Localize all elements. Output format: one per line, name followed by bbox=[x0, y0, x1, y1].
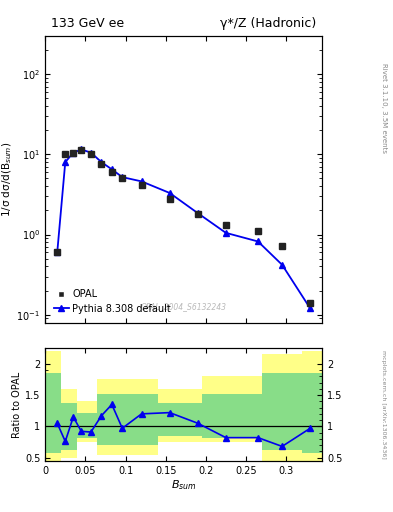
Legend: OPAL, Pythia 8.308 default: OPAL, Pythia 8.308 default bbox=[50, 285, 175, 318]
Text: OPAL_2004_S6132243: OPAL_2004_S6132243 bbox=[141, 302, 227, 311]
Bar bbox=[302, 351, 322, 461]
Y-axis label: Ratio to OPAL: Ratio to OPAL bbox=[12, 371, 22, 438]
Bar bbox=[121, 394, 158, 445]
Bar bbox=[202, 376, 262, 442]
Bar bbox=[61, 389, 77, 458]
Bar bbox=[77, 413, 97, 438]
Text: mcplots.cern.ch [arXiv:1306.3436]: mcplots.cern.ch [arXiv:1306.3436] bbox=[381, 350, 386, 459]
Bar bbox=[45, 351, 61, 461]
X-axis label: $B_{sum}$: $B_{sum}$ bbox=[171, 478, 196, 492]
Bar bbox=[158, 402, 202, 436]
Bar bbox=[97, 379, 121, 455]
Bar bbox=[302, 373, 322, 453]
Bar bbox=[121, 379, 158, 455]
Text: 133 GeV ee: 133 GeV ee bbox=[51, 17, 124, 30]
Bar bbox=[202, 394, 262, 438]
Bar bbox=[61, 402, 77, 450]
Bar bbox=[262, 373, 302, 450]
Text: γ*/Z (Hadronic): γ*/Z (Hadronic) bbox=[220, 17, 317, 30]
Bar bbox=[97, 394, 121, 445]
Y-axis label: 1/σ dσ/d(B$_{sum}$): 1/σ dσ/d(B$_{sum}$) bbox=[0, 141, 14, 217]
Text: Rivet 3.1.10, 3.5M events: Rivet 3.1.10, 3.5M events bbox=[381, 62, 387, 153]
Bar bbox=[158, 389, 202, 442]
Bar bbox=[77, 401, 97, 442]
Bar bbox=[45, 373, 61, 453]
Bar bbox=[262, 354, 302, 461]
